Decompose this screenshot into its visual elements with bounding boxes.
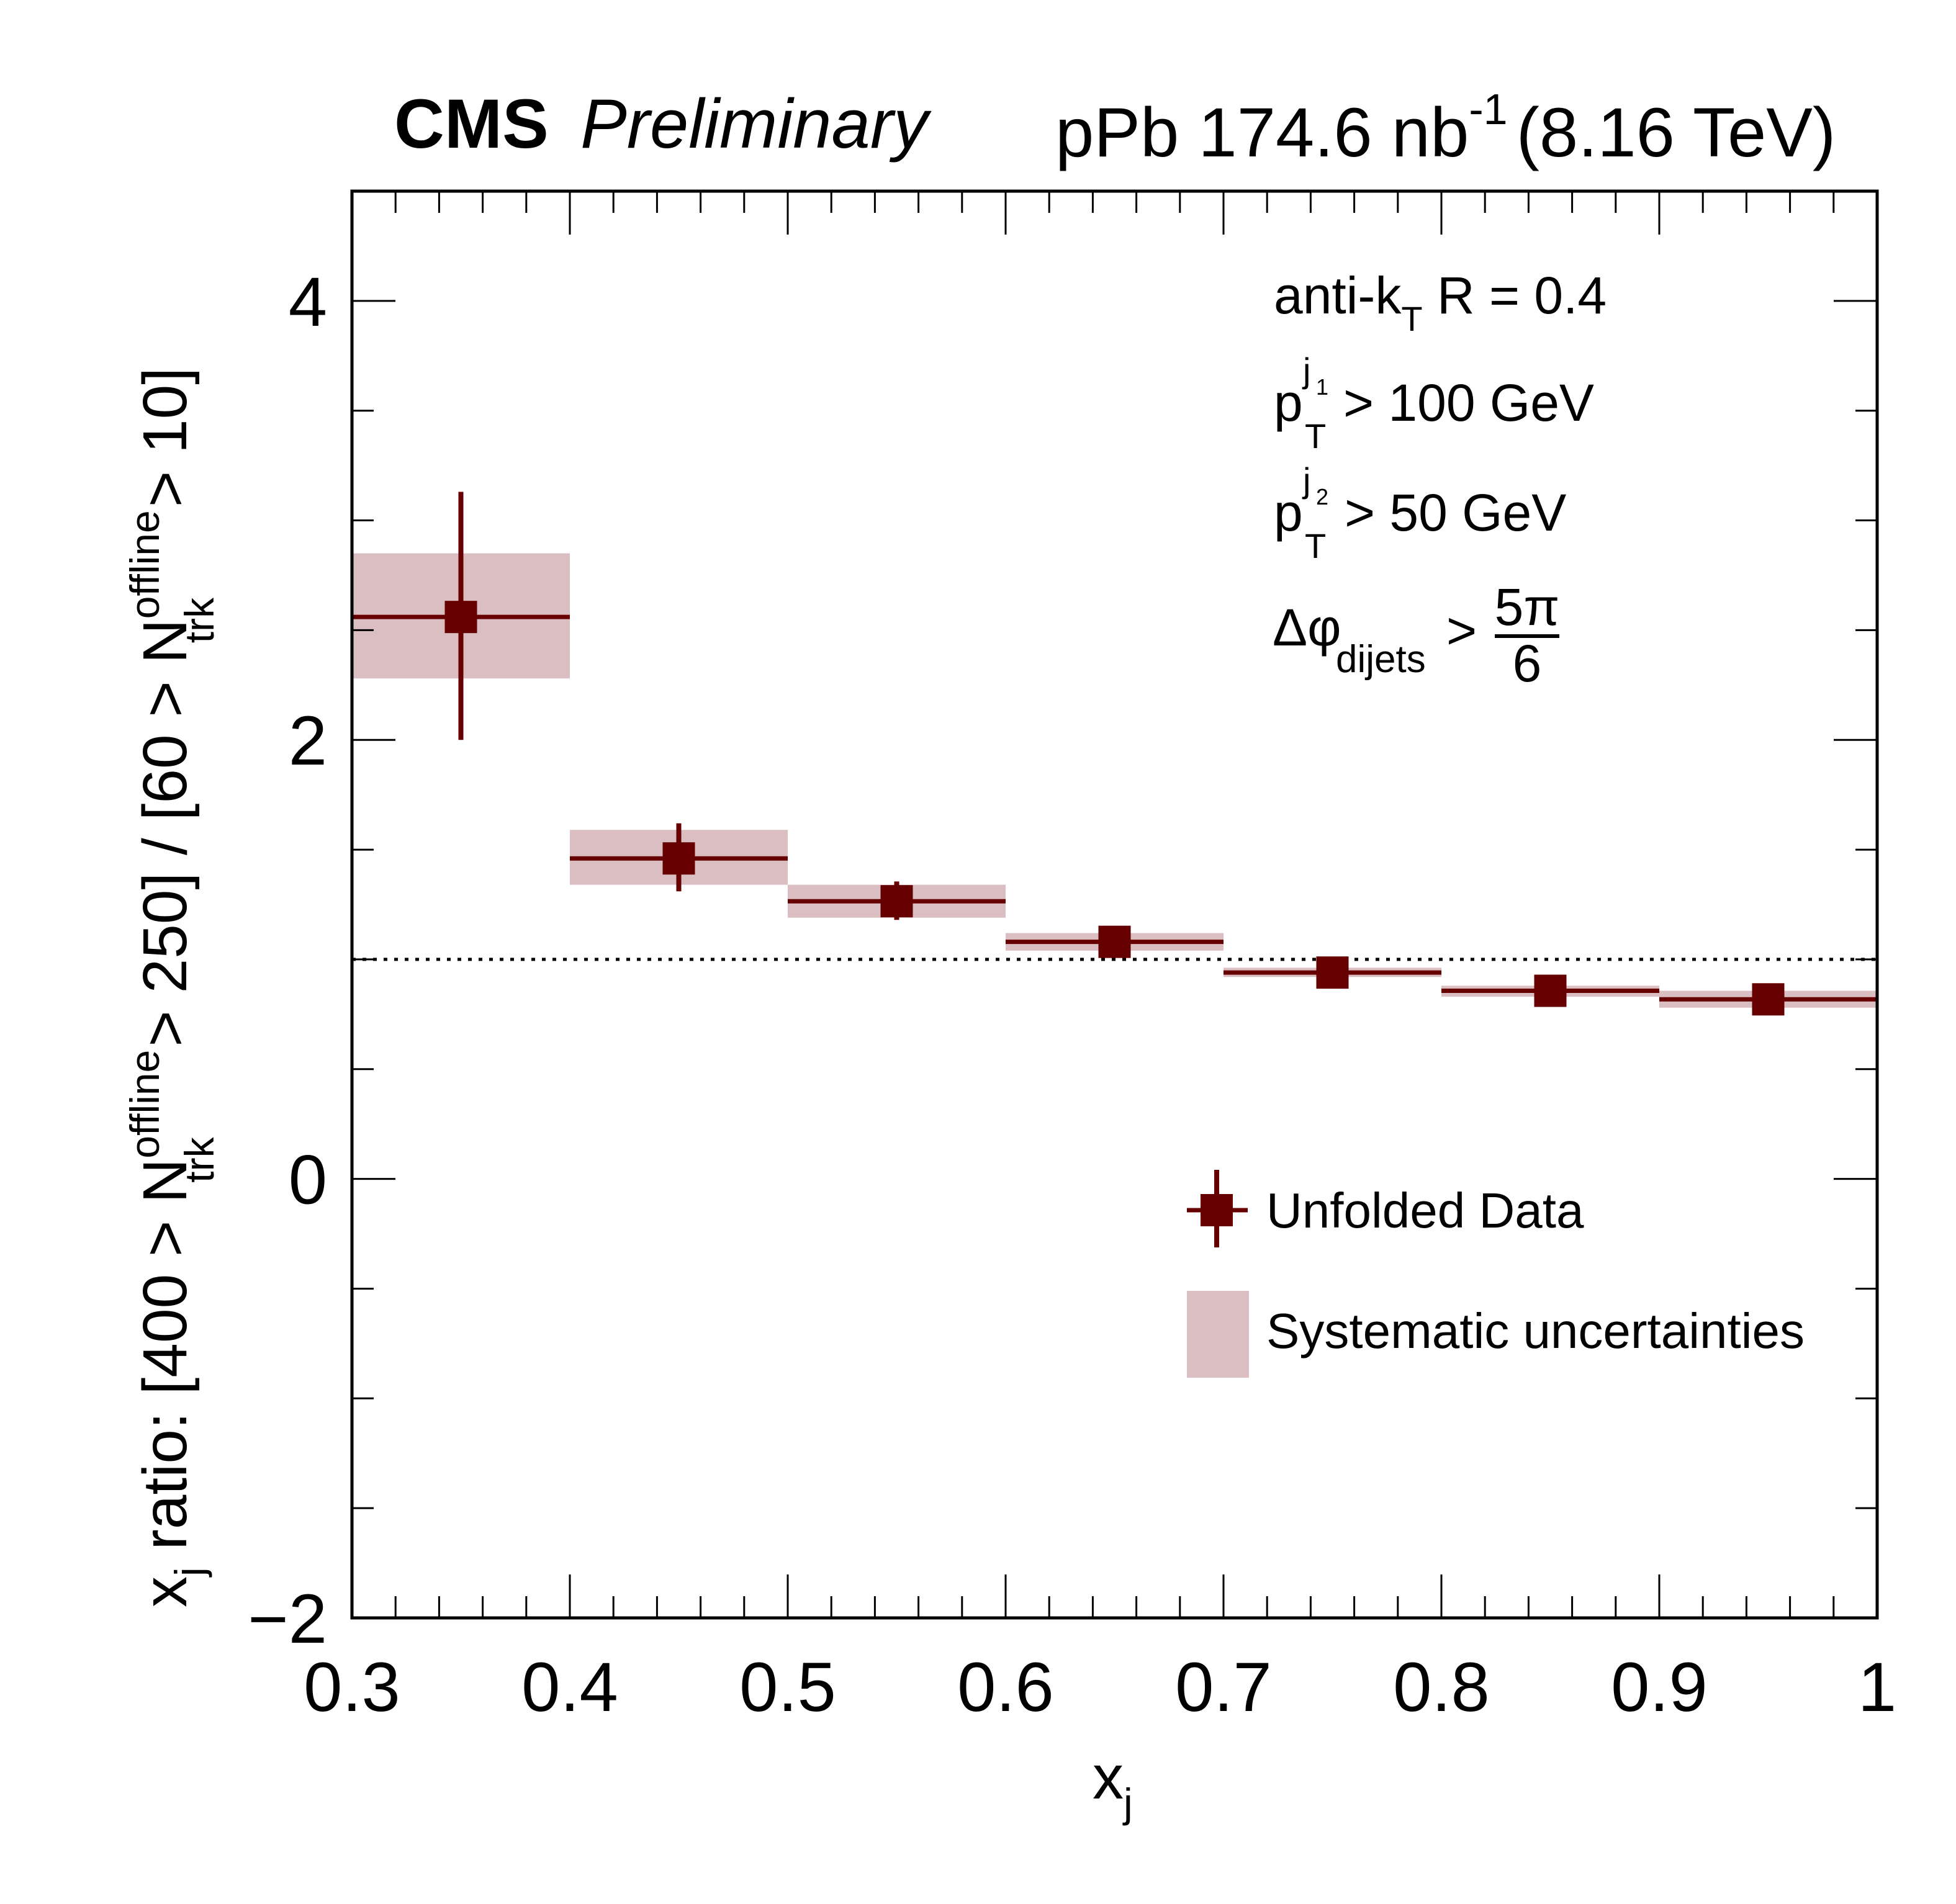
svg-text:anti-kT R = 0.4: anti-kT R = 0.4 xyxy=(1274,266,1607,338)
dataset-label: pPb 174.6 nb-1 (8.16 TeV) xyxy=(1055,85,1836,171)
svg-text:2: 2 xyxy=(1316,484,1328,510)
x-tick-label: 0.5 xyxy=(739,1648,836,1726)
data-point xyxy=(352,492,570,740)
svg-text:p: p xyxy=(1274,374,1303,432)
x-tick-label: 0.3 xyxy=(304,1648,400,1726)
svg-text:T: T xyxy=(1305,416,1326,456)
experiment-label: CMS xyxy=(394,85,549,163)
svg-text:Δφ: Δφ xyxy=(1273,598,1341,657)
svg-text:> 100 GeV: > 100 GeV xyxy=(1343,374,1594,432)
x-tick-label: 0.7 xyxy=(1175,1648,1272,1726)
square-marker xyxy=(1534,974,1567,1007)
svg-text:> 50 GeV: > 50 GeV xyxy=(1345,483,1566,542)
data-point xyxy=(570,823,788,892)
y-tick-label: 0 xyxy=(289,1141,327,1219)
legend-label-unfolded-data: Unfolded Data xyxy=(1266,1183,1584,1238)
data-point xyxy=(1441,974,1659,1007)
status-label: Preliminary xyxy=(580,85,932,163)
svg-text:T: T xyxy=(1305,526,1326,565)
x-tick-labels: 0.3 0.4 0.5 0.6 0.7 0.8 0.9 1 xyxy=(304,1648,1896,1726)
legend-entry-unfolded-data: Unfolded Data xyxy=(1187,1170,1584,1247)
square-marker xyxy=(1098,925,1131,958)
x-tick-label: 0.8 xyxy=(1393,1648,1490,1726)
jet-algorithm-annotation: anti-kT R = 0.4 xyxy=(1274,266,1607,338)
plot-frame xyxy=(350,189,1879,1620)
square-marker xyxy=(1316,956,1349,989)
svg-text:dijets: dijets xyxy=(1336,638,1426,681)
subleading-jet-pt-annotation: p T j 2 > 50 GeV xyxy=(1274,460,1566,565)
square-marker xyxy=(444,601,477,634)
legend-marker-icon xyxy=(1187,1170,1248,1247)
legend: Unfolded Data Systematic uncertainties xyxy=(1187,1170,1805,1378)
x-tick-label: 0.4 xyxy=(521,1648,618,1726)
data-point xyxy=(1006,925,1224,958)
square-marker xyxy=(662,842,695,875)
square-marker xyxy=(1752,983,1785,1016)
legend-marker-square xyxy=(1201,1194,1233,1226)
legend-box-icon xyxy=(1187,1291,1249,1378)
svg-text:1: 1 xyxy=(1316,374,1328,400)
x-axis-title-sub: j xyxy=(1122,1780,1133,1826)
svg-text:6: 6 xyxy=(1513,634,1542,693)
svg-text:j: j xyxy=(1302,460,1310,500)
y-tick-label: −2 xyxy=(248,1580,327,1658)
legend-label-systematic: Systematic uncertainties xyxy=(1266,1303,1805,1358)
data-point xyxy=(788,881,1006,920)
y-tick-label: 2 xyxy=(289,702,327,779)
svg-text:j: j xyxy=(1302,351,1310,390)
y-axis-title: xj ratio: [400 > Nofflinetrk > 250] / [6… xyxy=(122,367,222,1607)
data-point xyxy=(1659,983,1877,1016)
data-point xyxy=(1224,956,1441,989)
legend-entry-systematic: Systematic uncertainties xyxy=(1187,1291,1805,1378)
svg-text:5π: 5π xyxy=(1495,578,1560,636)
leading-jet-pt-annotation: p T j 1 > 100 GeV xyxy=(1274,351,1594,456)
data-points xyxy=(352,492,1877,1016)
y-tick-labels: −2 0 2 4 xyxy=(248,263,327,1658)
x-axis-title: xj xyxy=(1093,1743,1133,1826)
dijet-dphi-annotation: Δφ dijets > 5π 6 xyxy=(1273,578,1559,693)
dataset-exponent: -1 xyxy=(1469,85,1507,133)
svg-text:>: > xyxy=(1446,601,1477,660)
x-tick-label: 1 xyxy=(1858,1648,1896,1726)
axes-box xyxy=(350,189,1879,1620)
y-tick-label: 4 xyxy=(289,263,327,341)
x-tick-label: 0.9 xyxy=(1611,1648,1708,1726)
dataset-prefix: pPb 174.6 nb xyxy=(1055,94,1469,171)
x-tick-label: 0.6 xyxy=(957,1648,1054,1726)
y-axis-title-text: xj ratio: [400 > Nofflinetrk > 250] / [6… xyxy=(122,367,222,1607)
svg-text:p: p xyxy=(1274,483,1303,542)
energy-label: (8.16 TeV) xyxy=(1517,94,1836,171)
square-marker xyxy=(880,885,913,918)
